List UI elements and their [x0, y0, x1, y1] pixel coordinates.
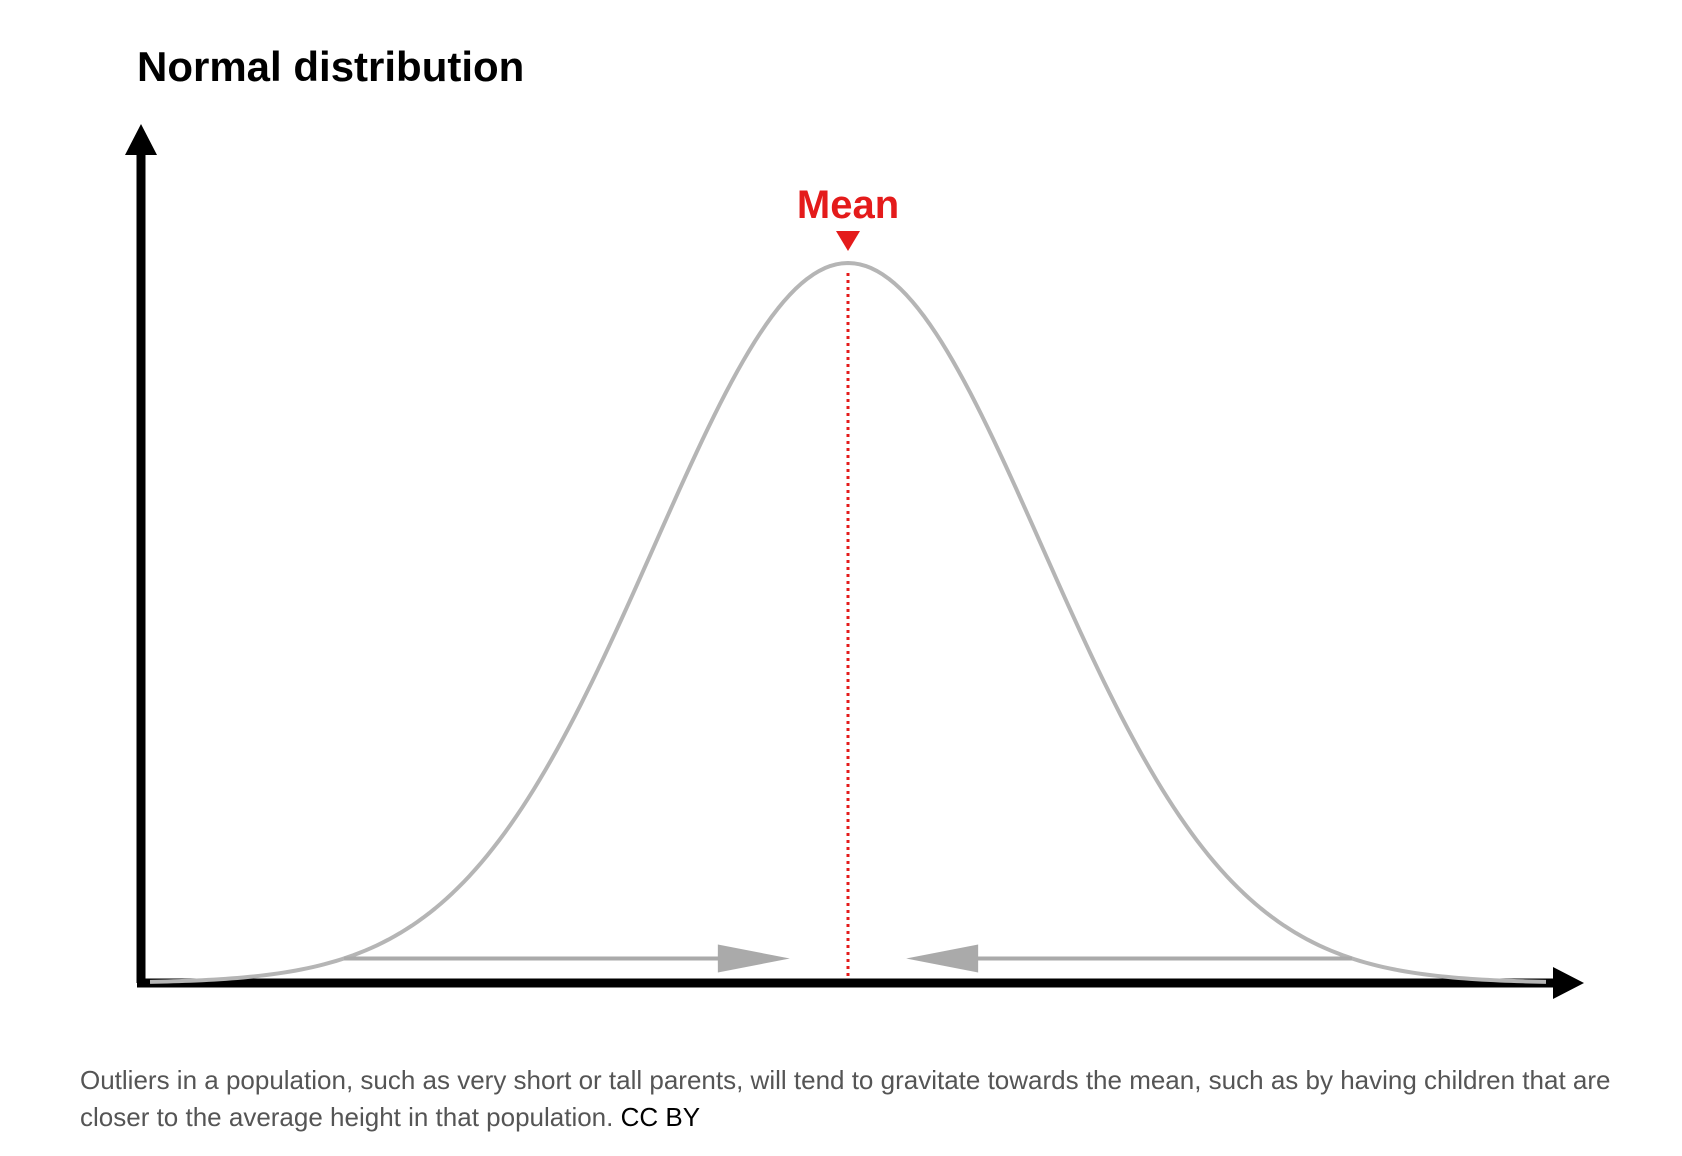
normal-curve [149, 261, 1547, 984]
normal-distribution-chart: Normal distribution Mean [125, 43, 1584, 999]
arrow-right-icon [717, 944, 790, 973]
x-axis-arrowhead [1553, 967, 1584, 999]
figure-caption: Outliers in a population, such as very s… [80, 1062, 1620, 1136]
caption-credit: CC BY [620, 1102, 701, 1132]
arrow-left-icon [906, 944, 979, 973]
y-axis-arrowhead [125, 124, 157, 155]
caption-text: Outliers in a population, such as very s… [80, 1065, 1611, 1132]
chart-title: Normal distribution [137, 43, 524, 90]
mean-label: Mean [797, 183, 899, 227]
mean-marker-icon [836, 231, 860, 251]
